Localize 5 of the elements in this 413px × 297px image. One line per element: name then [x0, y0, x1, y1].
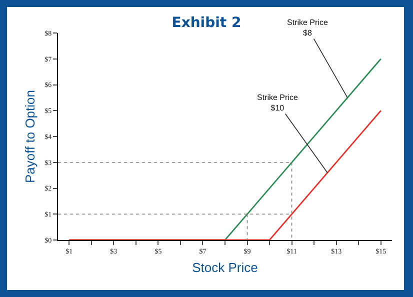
- y-axis-title: Payoff to Option: [22, 90, 38, 183]
- chart-title: Exhibit 2: [172, 14, 242, 31]
- annotation: Strike Price $10: [257, 93, 298, 112]
- x-axis-title: Stock Price: [192, 260, 258, 275]
- annotation: Strike Price $8: [287, 18, 328, 38]
